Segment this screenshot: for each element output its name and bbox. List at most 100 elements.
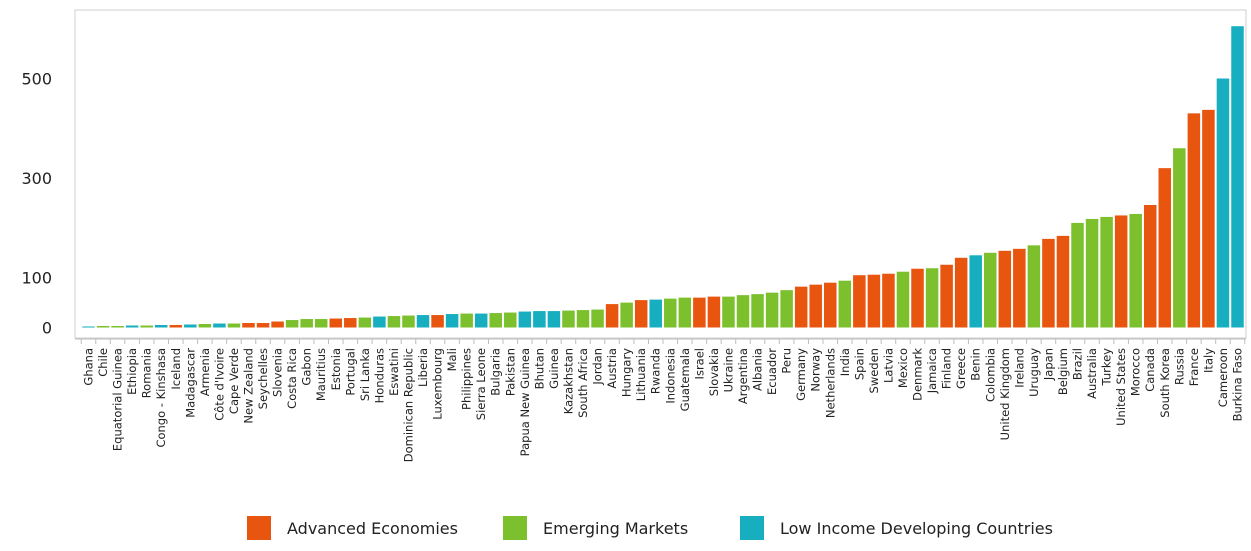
bar xyxy=(925,268,939,328)
x-tick-label: Morocco xyxy=(1129,348,1143,396)
x-tick-label: Guinea xyxy=(547,348,561,389)
x-tick-label: Eswatini xyxy=(387,348,401,396)
bar xyxy=(1056,235,1070,328)
bar xyxy=(227,323,241,328)
x-tick-label: Russia xyxy=(1172,348,1186,385)
x-ticks xyxy=(80,339,1246,344)
bar xyxy=(1187,113,1201,328)
bar xyxy=(213,323,226,328)
x-tick-label: United Kingdom xyxy=(998,348,1012,440)
x-tick-label: Italy xyxy=(1201,348,1215,373)
x-tick-label: Colombia xyxy=(983,348,997,402)
bar xyxy=(402,315,415,328)
bar xyxy=(416,315,430,328)
x-tick-label: Dominican Republic xyxy=(401,348,415,462)
bar xyxy=(780,290,793,328)
bar xyxy=(736,295,750,328)
x-tick-label: Costa Rica xyxy=(285,348,299,409)
x-tick-label: Albania xyxy=(751,348,765,391)
bar xyxy=(242,323,255,328)
bar xyxy=(489,313,502,328)
x-tick-label: Australia xyxy=(1085,348,1099,399)
bar xyxy=(1042,238,1055,328)
x-tick-label: Latvia xyxy=(881,348,895,383)
x-tick-label: Guatemala xyxy=(678,348,692,411)
bar xyxy=(111,326,124,328)
x-tick-label: Luxembourg xyxy=(431,348,445,420)
bar xyxy=(765,292,779,328)
x-tick-label: Slovakia xyxy=(707,348,721,396)
legend: Advanced Economies Emerging Markets Low In… xyxy=(247,516,1053,540)
bar xyxy=(373,316,386,328)
legend-swatch xyxy=(247,516,271,540)
x-tick-label: France xyxy=(1187,348,1201,386)
bar xyxy=(329,318,343,328)
bar xyxy=(300,319,313,328)
bar xyxy=(1100,216,1113,328)
x-tick-label: Ecuador xyxy=(765,348,779,395)
bar xyxy=(1071,222,1084,328)
bar xyxy=(664,298,677,328)
x-tick-label: Canada xyxy=(1143,348,1157,392)
bar xyxy=(82,326,95,328)
bar xyxy=(96,326,110,328)
x-tick-label: Argentina xyxy=(736,348,750,404)
x-tick-label: Seychelles xyxy=(256,348,270,409)
x-tick-label: Armenia xyxy=(198,348,212,396)
x-tick-label: South Korea xyxy=(1158,348,1172,418)
x-tick-label: Iceland xyxy=(169,348,183,390)
bar xyxy=(1173,148,1186,328)
bar xyxy=(1202,109,1215,328)
bar xyxy=(983,252,997,328)
bar xyxy=(1143,204,1157,328)
y-axis-labels: 0 100 300 500 xyxy=(21,70,52,338)
bar xyxy=(649,299,662,328)
x-tick-label: United States xyxy=(1114,348,1128,426)
y-tick-label: 0 xyxy=(42,319,52,338)
x-tick-label: Madagascar xyxy=(183,348,197,418)
bar xyxy=(1114,215,1128,328)
x-tick-label: Burkina Faso xyxy=(1231,348,1245,421)
x-tick-label: Sweden xyxy=(867,348,881,393)
x-tick-label: New Zealand xyxy=(241,348,255,424)
x-tick-label: Kazakhstan xyxy=(561,348,575,414)
bar xyxy=(184,324,197,328)
x-tick-label: Peru xyxy=(780,348,794,374)
x-tick-label: Benin xyxy=(969,348,983,381)
x-tick-label: Denmark xyxy=(911,348,925,401)
x-tick-label: Sri Lanka xyxy=(358,348,372,401)
bar xyxy=(1216,78,1230,328)
y-tick-label: 300 xyxy=(21,169,52,188)
bar xyxy=(1085,218,1099,328)
bar xyxy=(271,321,284,328)
bar xyxy=(620,302,633,328)
bar xyxy=(1129,213,1142,328)
bar xyxy=(1027,245,1041,328)
bar xyxy=(911,268,924,328)
x-tick-label: Pakistan xyxy=(503,348,517,396)
bar xyxy=(794,286,808,328)
bar xyxy=(518,311,532,328)
x-tick-label: Jamaica xyxy=(925,348,939,394)
x-tick-label: Honduras xyxy=(372,348,386,403)
x-tick-label: Israel xyxy=(692,348,706,379)
bar xyxy=(344,318,357,328)
bars xyxy=(82,26,1244,328)
bar xyxy=(998,250,1012,328)
x-tick-label: Estonia xyxy=(329,348,343,390)
x-tick-label: Indonesia xyxy=(663,348,677,404)
bar xyxy=(154,325,168,328)
bar xyxy=(969,255,982,328)
x-tick-label: Japan xyxy=(1041,348,1055,381)
plot-frame xyxy=(74,9,1247,339)
x-tick-label: Germany xyxy=(794,348,808,401)
bar xyxy=(140,325,153,328)
legend-label: Low Income Developing Countries xyxy=(780,519,1053,538)
bar xyxy=(576,310,590,328)
x-tick-label: Greece xyxy=(954,348,968,389)
x-tick-label: Turkey xyxy=(1100,348,1114,387)
x-tick-label: Austria xyxy=(605,348,619,389)
x-tick-label: Cameroon xyxy=(1216,348,1230,407)
x-tick-label: Brazil xyxy=(1071,348,1085,380)
